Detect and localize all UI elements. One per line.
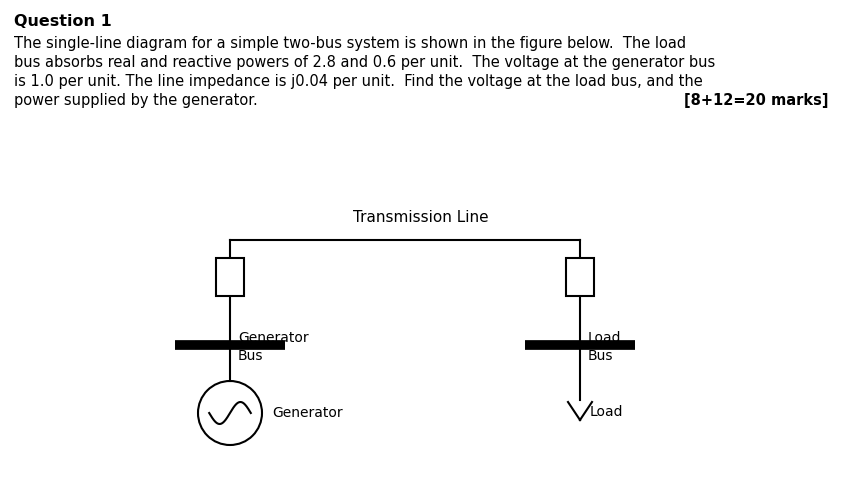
Text: Question 1: Question 1 [14,14,112,29]
Text: Load: Load [590,405,623,419]
Text: [8+12=20 marks]: [8+12=20 marks] [684,93,828,108]
Text: power supplied by the generator.: power supplied by the generator. [14,93,258,108]
Text: Transmission Line: Transmission Line [353,210,489,225]
Bar [566,258,594,296]
Text: The single-line diagram for a simple two-bus system is shown in the figure below: The single-line diagram for a simple two… [14,36,686,51]
Text: Load
Bus: Load Bus [588,331,621,363]
Bar [216,258,244,296]
Text: is 1.0 per unit. The line impedance is j0.04 per unit.  Find the voltage at the : is 1.0 per unit. The line impedance is j… [14,74,703,89]
Text: Generator
Bus: Generator Bus [238,331,309,363]
Text: bus absorbs real and reactive powers of 2.8 and 0.6 per unit.  The voltage at th: bus absorbs real and reactive powers of … [14,55,715,70]
Text: Generator: Generator [272,406,343,420]
